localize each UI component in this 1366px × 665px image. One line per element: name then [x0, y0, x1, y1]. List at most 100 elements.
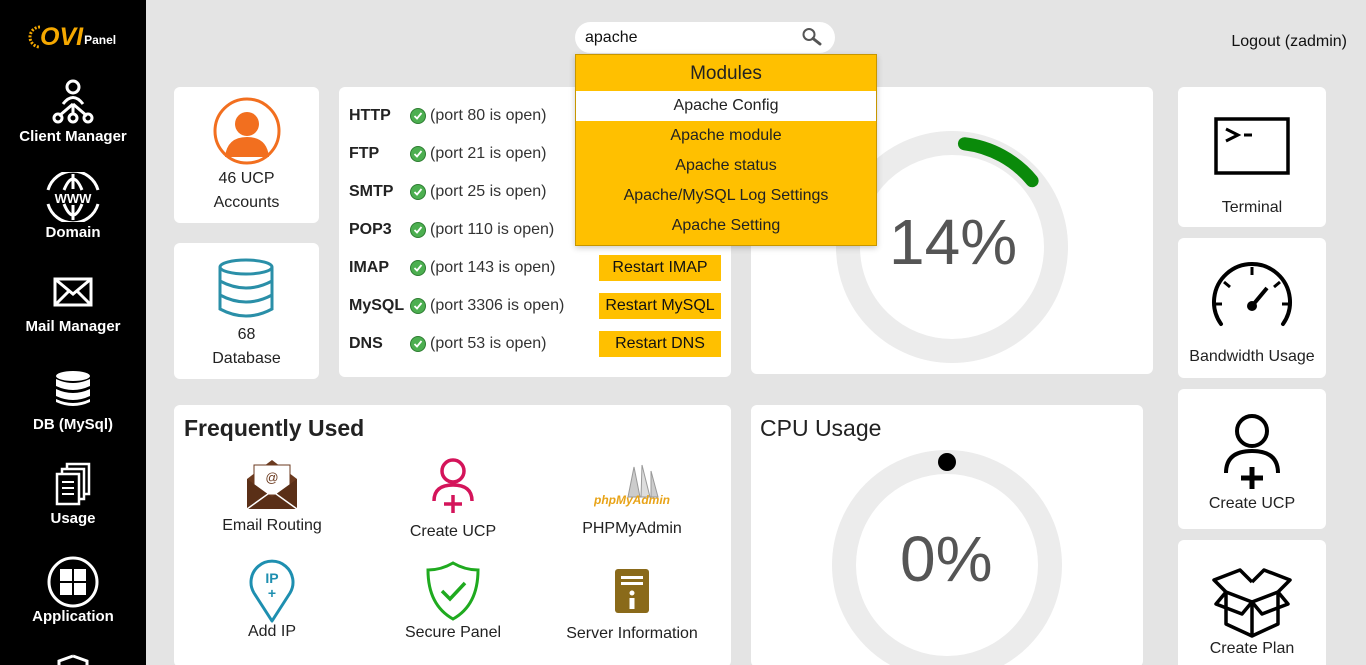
freq-item-label: Server Information	[566, 625, 698, 642]
sidebar-item-label: DB (MySql)	[33, 416, 113, 433]
frequently-used-title: Frequently Used	[184, 415, 365, 441]
freq-item-label: PHPMyAdmin	[582, 520, 682, 537]
user-icon	[213, 97, 281, 165]
service-row-smtp: SMTP (port 25 is open)	[349, 180, 547, 204]
sidebar-item-label: Application	[32, 608, 114, 625]
create-ucp-card[interactable]: Create UCP	[1178, 389, 1326, 529]
check-icon	[410, 336, 426, 352]
freq-item-secure-panel[interactable]: Secure Panel	[363, 560, 543, 642]
sidebar-item-label: Mail Manager	[25, 318, 121, 335]
sidebar-item-more[interactable]	[0, 652, 146, 665]
envelope-icon	[53, 277, 93, 307]
dropdown-header: Modules	[690, 63, 762, 84]
svg-text:WWW: WWW	[55, 191, 93, 206]
shield-icon	[57, 654, 89, 665]
dropdown-item-apache-module[interactable]: Apache module	[670, 127, 782, 144]
cpu-gauge-marker	[938, 453, 956, 471]
open-box-icon	[1212, 568, 1292, 638]
www-globe-icon: WWW	[46, 172, 100, 222]
logo-ovi-text: OVI	[40, 22, 84, 51]
service-status: (port 3306 is open)	[430, 297, 565, 314]
service-name: FTP	[349, 145, 380, 162]
sidebar-item-domain[interactable]: WWW Domain	[0, 172, 146, 241]
restart-imap-button[interactable]: Restart IMAP	[599, 255, 721, 281]
freq-item-email-routing[interactable]: @ Email Routing	[182, 457, 362, 535]
ucp-label: Accounts	[213, 194, 280, 211]
frequently-used-card: Frequently Used @ Email Routing Create U…	[174, 405, 731, 665]
terminal-card[interactable]: Terminal	[1178, 87, 1326, 227]
freq-item-server-information[interactable]: Server Information	[542, 567, 722, 643]
modules-dropdown: Modules Apache Config Apache module Apac…	[575, 54, 877, 246]
cpu-usage-card: CPU Usage 0%	[751, 405, 1143, 665]
logo-sunburst-icon	[28, 25, 41, 49]
service-row-http: HTTP (port 80 is open)	[349, 104, 547, 128]
dropdown-item-apache-config[interactable]: Apache Config	[576, 91, 876, 121]
service-status: (port 25 is open)	[430, 183, 547, 200]
sidebar-item-label: Client Manager	[19, 128, 127, 145]
service-status: (port 80 is open)	[430, 107, 547, 124]
service-row-mysql: MySQL (port 3306 is open)	[349, 294, 564, 318]
dropdown-item-apache-status[interactable]: Apache status	[675, 157, 777, 174]
service-status: (port 21 is open)	[430, 145, 547, 162]
svg-text:+: +	[268, 585, 276, 601]
sidebar-item-client-manager[interactable]: Client Manager	[0, 78, 146, 145]
sidebar-item-mail-manager[interactable]: Mail Manager	[0, 276, 146, 335]
create-ucp-label: Create UCP	[1208, 495, 1296, 512]
freq-item-create-ucp[interactable]: Create UCP	[363, 457, 543, 541]
service-name: MySQL	[349, 297, 405, 314]
service-row-dns: DNS (port 53 is open)	[349, 332, 547, 356]
svg-text:@: @	[265, 470, 278, 485]
phpmyadmin-logo-text: phpMyAdmin	[594, 493, 670, 507]
cpu-percent: 0%	[900, 523, 993, 595]
logout-link[interactable]: Logout (zadmin)	[1231, 33, 1347, 50]
ucp-count: 46 UCP	[218, 170, 275, 187]
sidebar-item-db-mysql[interactable]: DB (MySql)	[0, 370, 146, 433]
phpmyadmin-logo: phpMyAdmin	[594, 464, 670, 507]
server-info-icon	[615, 569, 649, 613]
sidebar-item-application[interactable]: Application	[0, 556, 146, 625]
search-icon[interactable]	[801, 27, 823, 47]
ip-pin-text: IP	[265, 570, 278, 586]
restart-dns-button[interactable]: Restart DNS	[599, 331, 721, 357]
service-row-ftp: FTP (port 21 is open)	[349, 142, 547, 166]
service-name: HTTP	[349, 107, 391, 124]
apps-grid-icon	[47, 556, 99, 608]
check-icon	[410, 260, 426, 276]
shield-check-icon	[426, 561, 480, 621]
speedometer-icon	[1212, 262, 1292, 326]
freq-item-add-ip[interactable]: IP + Add IP	[182, 559, 362, 641]
create-user-icon	[432, 458, 474, 513]
service-row-pop3: POP3 (port 110 is open)	[349, 218, 554, 242]
usage-gauge-arc	[957, 137, 1039, 188]
dropdown-item-apache-setting[interactable]: Apache Setting	[671, 217, 781, 234]
usage-percent: 14%	[889, 206, 1018, 278]
freq-item-label: Add IP	[247, 623, 297, 640]
sidebar: OVI Panel Client Manager	[0, 0, 146, 665]
service-status-card: HTTP (port 80 is open) FTP (port 21 is o…	[339, 87, 731, 377]
sidebar-item-usage[interactable]: Usage	[0, 462, 146, 527]
bandwidth-usage-card[interactable]: Bandwidth Usage	[1178, 238, 1326, 378]
freq-item-label: Create UCP	[409, 523, 497, 540]
freq-item-phpmyadmin[interactable]: phpMyAdmin PHPMyAdmin	[542, 461, 722, 538]
bandwidth-usage-label: Bandwidth Usage	[1189, 348, 1315, 365]
check-icon	[410, 108, 426, 124]
database-count: 68	[237, 326, 256, 343]
service-status: (port 110 is open)	[430, 221, 555, 238]
restart-mysql-button[interactable]: Restart MySQL	[599, 293, 721, 319]
ip-pin-icon: IP +	[249, 559, 295, 623]
terminal-icon	[1214, 117, 1290, 175]
check-icon	[410, 298, 426, 314]
dropdown-item-log-settings[interactable]: Apache/MySQL Log Settings	[623, 187, 829, 204]
ucp-accounts-card[interactable]: 46 UCP Accounts	[174, 87, 319, 223]
service-status: (port 143 is open)	[430, 259, 556, 276]
check-icon	[410, 184, 426, 200]
client-network-icon	[52, 79, 94, 124]
search-input[interactable]	[585, 27, 795, 49]
usage-gauge	[836, 131, 1068, 363]
service-name: POP3	[349, 221, 392, 238]
search-box	[575, 22, 835, 53]
database-card[interactable]: 68 Database	[174, 243, 319, 379]
create-plan-card[interactable]: Create Plan	[1178, 540, 1326, 665]
ovipanel-logo[interactable]: OVI Panel	[28, 22, 128, 52]
sidebar-item-label: Domain	[45, 224, 101, 241]
